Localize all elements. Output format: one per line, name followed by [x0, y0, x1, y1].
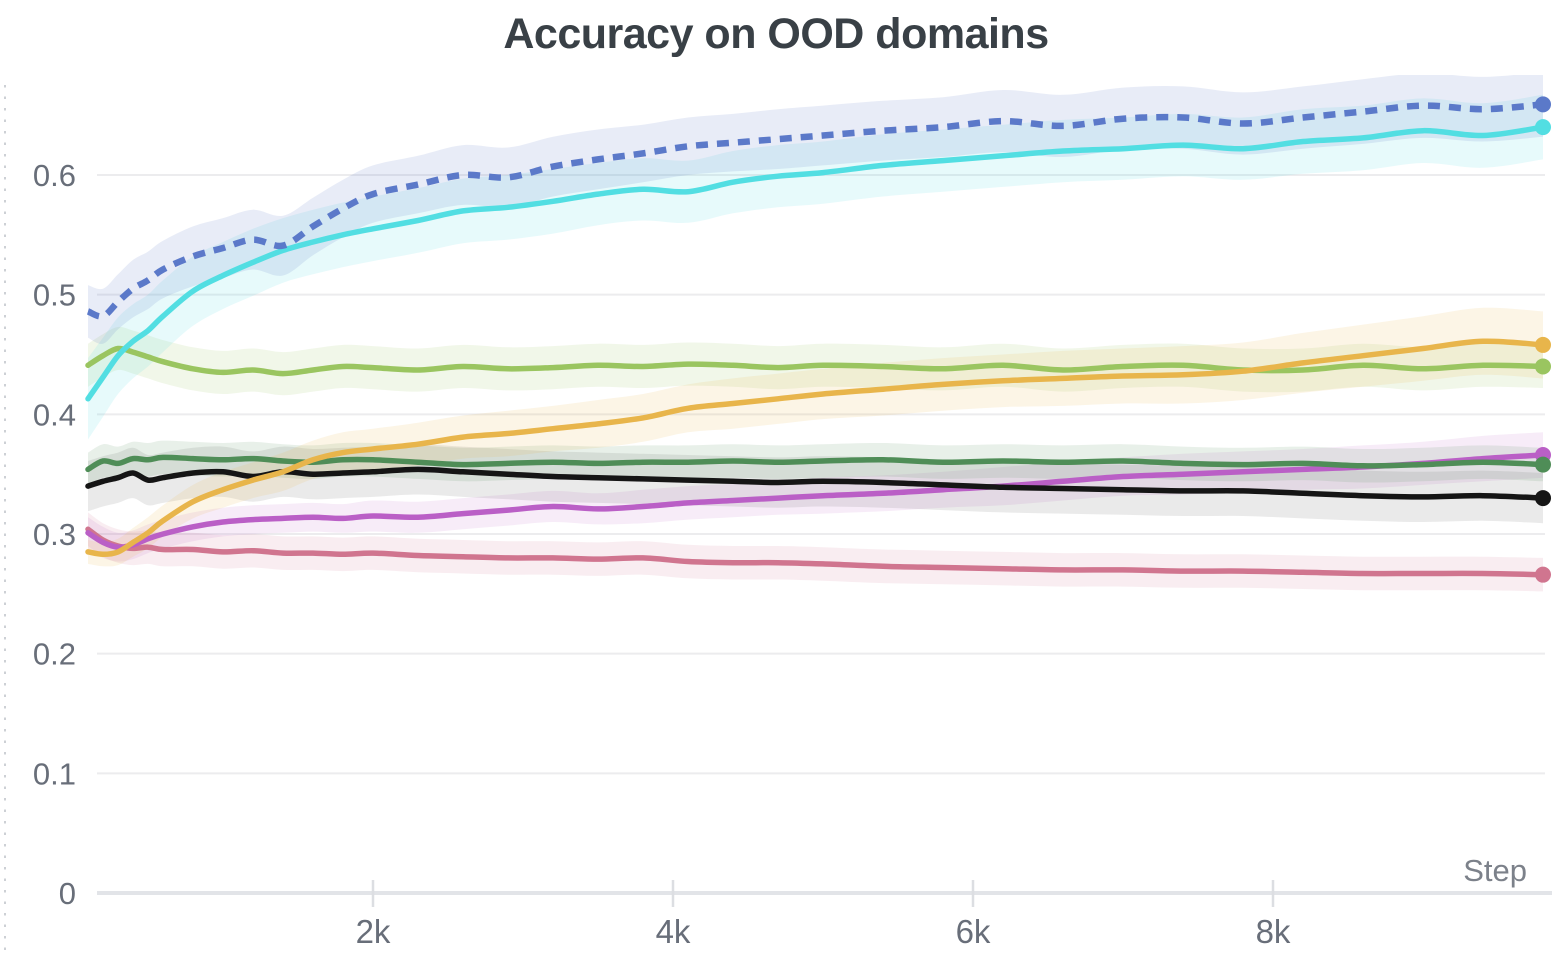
series-band-cyan — [88, 94, 1543, 440]
series-band-yellow-green — [88, 326, 1543, 396]
series-line-black — [85, 466, 1546, 501]
y-tick-label-0.4: 0.4 — [33, 397, 76, 432]
y-tick-label-0.5: 0.5 — [33, 278, 76, 313]
series-end-dot-gold — [1535, 336, 1551, 353]
series-line-gold — [85, 338, 1546, 558]
series-line-dashed-blue — [86, 101, 1544, 320]
x-tick-label-8k: 8k — [1256, 913, 1291, 950]
chart-title: Accuracy on OOD domains — [503, 10, 1049, 58]
series-line-cyan — [85, 124, 1546, 402]
series-end-dot-cyan — [1535, 119, 1551, 136]
y-tick-label-0.6: 0.6 — [33, 158, 76, 193]
y-tick-label-0: 0 — [59, 876, 76, 911]
y-tick-label-0.1: 0.1 — [33, 756, 76, 791]
y-tick-label-0.3: 0.3 — [33, 517, 76, 552]
series-line-dark-green — [85, 454, 1546, 473]
y-tick-label-0.2: 0.2 — [33, 637, 76, 672]
series-line-rose — [85, 526, 1546, 578]
x-tick-label-6k: 6k — [956, 913, 991, 950]
series-end-dot-yellow-green — [1535, 358, 1551, 375]
series-end-dot-dark-green — [1535, 456, 1551, 473]
series-line-magenta — [85, 452, 1546, 551]
series-band-dashed-blue — [88, 75, 1543, 344]
x-axis-label: Step — [1463, 853, 1527, 888]
x-tick-label-4k: 4k — [656, 913, 691, 950]
x-tick-label-2k: 2k — [356, 913, 391, 950]
series-end-dot-black — [1535, 490, 1551, 507]
series-end-dot-rose — [1535, 566, 1551, 583]
series-end-dot-dashed-blue — [1535, 96, 1551, 113]
series-line-yellow-green — [85, 345, 1546, 377]
